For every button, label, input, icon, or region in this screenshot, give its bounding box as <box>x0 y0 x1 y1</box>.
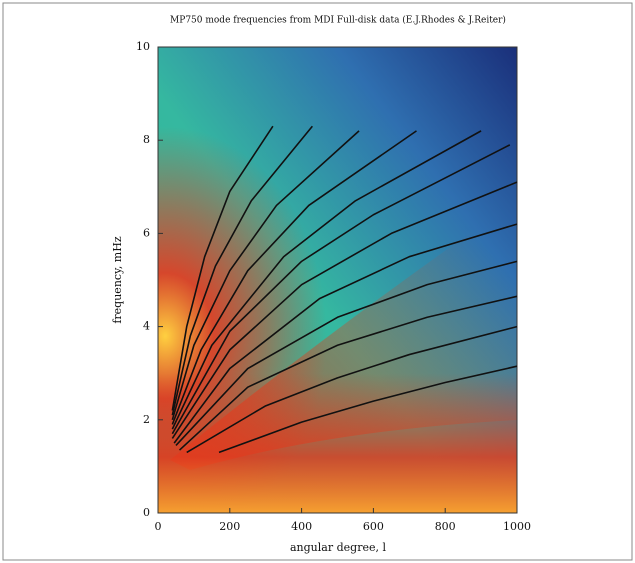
y-tick-label: 4 <box>143 320 150 333</box>
ridge-line <box>173 223 518 444</box>
ridge-line <box>171 125 274 411</box>
x-axis-label: angular degree, l <box>290 541 386 554</box>
x-tick-label: 600 <box>363 520 384 533</box>
y-tick-label: 6 <box>143 226 150 239</box>
ridge-line <box>171 130 417 425</box>
ridge-line <box>171 130 482 430</box>
x-tick-label: 400 <box>291 520 312 533</box>
y-tick-label: 10 <box>136 40 150 53</box>
chart-title: MP750 mode frequencies from MDI Full-dis… <box>170 15 506 26</box>
ridge-line <box>175 260 518 446</box>
ridge-line <box>171 144 511 435</box>
x-tick-label: 800 <box>435 520 456 533</box>
ridge-line <box>171 125 313 416</box>
ridge-line <box>218 365 518 454</box>
y-tick-label: 0 <box>143 506 150 519</box>
x-tick-label: 0 <box>155 520 162 533</box>
ridge-line <box>178 295 518 451</box>
ridge-line <box>171 181 518 439</box>
x-tick-label: 1000 <box>503 520 531 533</box>
y-tick-label: 2 <box>143 413 150 426</box>
ridge-line <box>171 130 360 421</box>
spectrum <box>158 47 517 513</box>
x-tick-label: 200 <box>219 520 240 533</box>
plot-border <box>157 46 518 514</box>
y-axis-label: frequency, mHz <box>111 236 124 323</box>
ridge-line <box>186 325 518 454</box>
y-tick-label: 8 <box>143 133 150 146</box>
